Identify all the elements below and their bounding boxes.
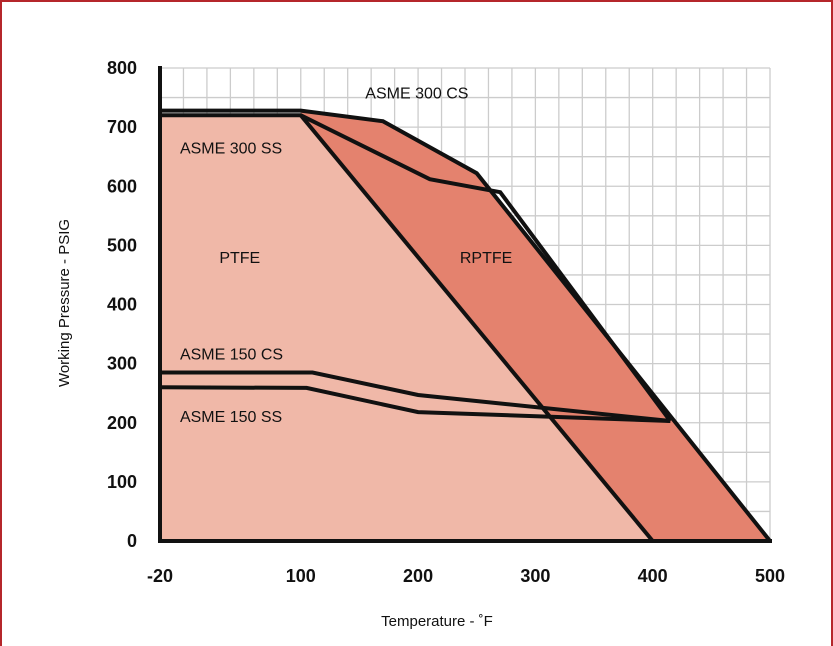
label-asme-300-ss: ASME 300 SS (180, 141, 282, 158)
x-tick-label: 100 (286, 566, 316, 586)
x-tick-label: -20 (147, 566, 173, 586)
y-axis-label: Working Pressure - PSIG (56, 219, 73, 387)
region-rptfe (300, 110, 770, 541)
y-tick-label: 300 (107, 354, 137, 374)
line-asme-300-cs (160, 108, 772, 543)
label-ptfe: PTFE (219, 250, 260, 267)
annotations: ASME 300 CS ASME 300 SS PTFE RPTFE ASME 150 … (180, 86, 512, 426)
x-axis-label: Temperature - ˚F (381, 613, 493, 630)
regions (160, 110, 770, 542)
line-asme-300-ss (160, 113, 672, 423)
x-tick-label: 300 (520, 566, 550, 586)
y-tick-label: 600 (107, 176, 137, 196)
y-tick-label: 200 (107, 413, 137, 433)
axes (158, 66, 772, 543)
label-rptfe: RPTFE (460, 250, 512, 267)
region-ptfe (160, 115, 653, 542)
y-tick-label: 0 (127, 531, 137, 551)
y-tick-label: 800 (107, 58, 137, 78)
y-tick-label: 100 (107, 472, 137, 492)
label-asme-150-cs: ASME 150 CS (180, 346, 283, 363)
x-tick-label: 500 (755, 566, 785, 586)
y-tick-label: 400 (107, 295, 137, 315)
label-asme-150-ss: ASME 150 SS (180, 409, 282, 426)
x-tick-label: 200 (403, 566, 433, 586)
y-tick-label: 500 (107, 235, 137, 255)
line-asme-150-ss (159, 385, 671, 423)
x-tick-label: 400 (638, 566, 668, 586)
tick-labels: 0 100 200 300 400 500 600 700 800 -20 100 200 300 400… (107, 58, 785, 586)
label-asme-300-cs: ASME 300 CS (365, 86, 468, 103)
line-ptfe-limit (299, 114, 655, 543)
y-tick-label: 700 (107, 117, 137, 137)
